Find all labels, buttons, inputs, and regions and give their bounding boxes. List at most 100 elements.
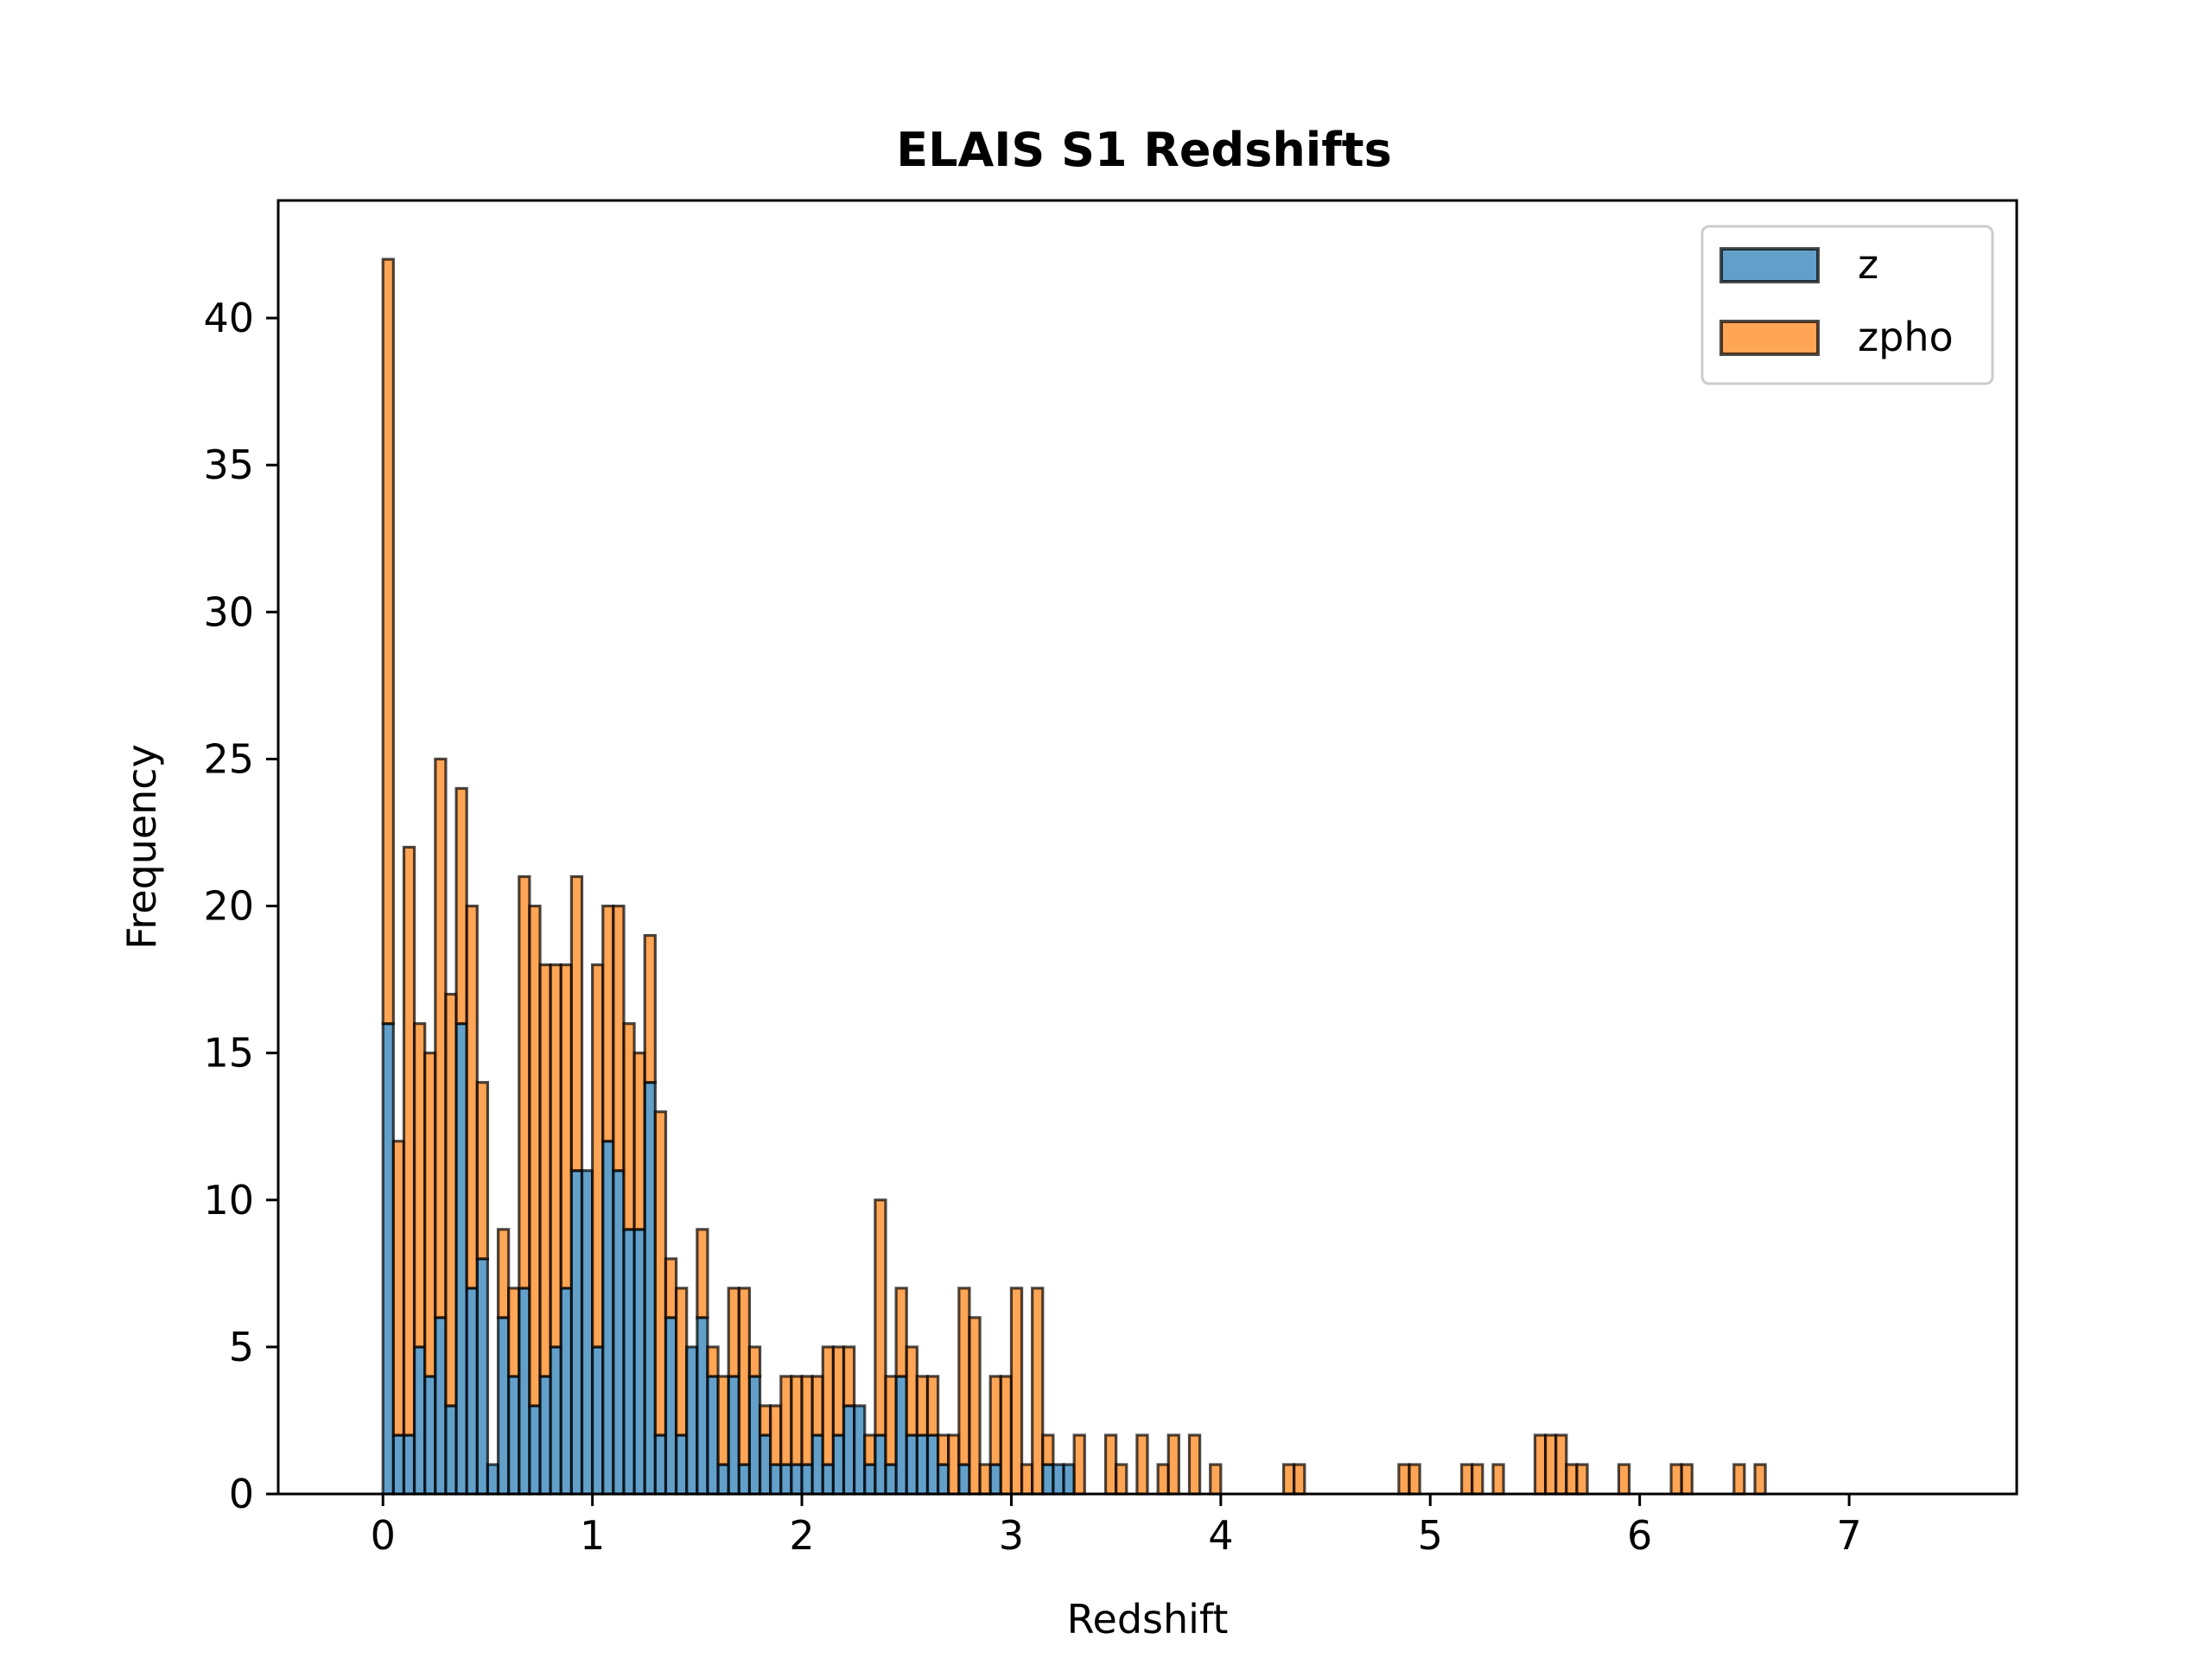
- bar-zpho-43: [831, 1345, 846, 1437]
- bar-zpho-79: [1209, 1463, 1223, 1496]
- bar-zpho-27: [664, 1257, 678, 1319]
- bar-zpho-32: [716, 1375, 730, 1466]
- bar-zpho-12: [507, 1287, 521, 1378]
- y-tick-label: 20: [203, 883, 254, 930]
- bar-zpho-4: [423, 1052, 437, 1378]
- bar-zpho-56: [968, 1316, 982, 1496]
- bar-zpho-41: [810, 1375, 824, 1437]
- bar-zpho-9: [475, 1081, 490, 1261]
- bar-zpho-124: [1680, 1463, 1694, 1496]
- bar-zpho-37: [769, 1404, 783, 1466]
- y-tick-label: 5: [229, 1324, 254, 1370]
- bar-z-0: [381, 1022, 395, 1496]
- bar-zpho-72: [1135, 1433, 1149, 1496]
- bar-zpho-16: [549, 963, 563, 1349]
- bar-z-4: [423, 1375, 437, 1496]
- chart-title: ELAIS S1 Redshifts: [896, 123, 1392, 177]
- bar-zpho-114: [1575, 1463, 1589, 1496]
- bar-z-52: [925, 1433, 940, 1496]
- bar-zpho-54: [947, 1433, 961, 1496]
- bar-z-33: [727, 1375, 741, 1496]
- bar-z-45: [853, 1404, 867, 1496]
- bar-zpho-75: [1166, 1433, 1180, 1496]
- bar-zpho-50: [905, 1345, 918, 1437]
- bar-z-63: [1041, 1463, 1055, 1496]
- bar-zpho-97: [1397, 1463, 1411, 1496]
- bar-zpho-33: [727, 1287, 741, 1378]
- bar-zpho-1: [391, 1140, 406, 1437]
- bar-zpho-34: [737, 1287, 752, 1466]
- bar-z-22: [612, 1169, 626, 1496]
- legend-swatch-zpho: [1719, 320, 1820, 356]
- bar-z-7: [454, 1022, 468, 1496]
- bar-z-15: [538, 1375, 552, 1496]
- bar-z-8: [465, 1287, 479, 1496]
- bar-z-30: [696, 1316, 709, 1496]
- bar-zpho-44: [842, 1345, 856, 1408]
- bar-z-10: [486, 1463, 500, 1496]
- bar-zpho-14: [528, 904, 542, 1408]
- bar-zpho-6: [444, 993, 458, 1408]
- y-axis: 0 5 10 15 20 25 30 35 40: [203, 295, 278, 1517]
- legend: z zpho: [1700, 225, 1994, 385]
- bar-z-9: [475, 1257, 490, 1496]
- bar-zpho-66: [1072, 1433, 1086, 1496]
- bar-zpho-11: [496, 1228, 511, 1319]
- bar-zpho-63: [1041, 1433, 1055, 1466]
- bar-zpho-111: [1543, 1433, 1558, 1496]
- bar-zpho-7: [454, 786, 468, 1026]
- bar-z-44: [842, 1404, 856, 1496]
- bar-zpho-123: [1669, 1463, 1683, 1496]
- bar-zpho-47: [874, 1198, 887, 1437]
- y-tick-label: 10: [203, 1177, 254, 1224]
- bar-zpho-112: [1554, 1433, 1568, 1496]
- bar-z-47: [874, 1433, 887, 1496]
- bar-z-55: [957, 1463, 971, 1496]
- bar-z-35: [747, 1375, 762, 1496]
- bar-z-42: [821, 1463, 835, 1496]
- bar-zpho-49: [894, 1287, 908, 1378]
- legend-label-z: z: [1858, 241, 1878, 288]
- bar-zpho-26: [653, 1110, 668, 1437]
- bar-zpho-36: [758, 1404, 772, 1437]
- bar-z-32: [716, 1463, 730, 1496]
- x-tick-label: 0: [371, 1512, 396, 1559]
- bar-z-3: [412, 1345, 427, 1496]
- bar-zpho-20: [591, 963, 605, 1349]
- bar-z-40: [800, 1463, 814, 1496]
- bar-zpho-104: [1471, 1463, 1484, 1496]
- y-axis-label: Frequency: [118, 744, 165, 950]
- bar-zpho-48: [884, 1375, 898, 1466]
- bar-z-43: [831, 1433, 846, 1496]
- bar-z-17: [559, 1287, 573, 1496]
- bar-z-36: [758, 1433, 772, 1496]
- bar-zpho-17: [559, 963, 573, 1290]
- bar-z-20: [591, 1345, 605, 1496]
- bar-zpho-52: [925, 1375, 940, 1437]
- bar-zpho-129: [1732, 1463, 1746, 1496]
- bar-zpho-28: [674, 1287, 689, 1437]
- bar-zpho-25: [643, 933, 657, 1084]
- bar-zpho-55: [957, 1287, 971, 1466]
- x-tick-label: 7: [1836, 1512, 1861, 1559]
- bar-zpho-40: [800, 1375, 814, 1466]
- y-tick-label: 25: [203, 735, 254, 782]
- bar-zpho-87: [1293, 1463, 1306, 1496]
- bar-z-12: [507, 1375, 521, 1496]
- x-axis: 0 1 2 3 4 5 6 7: [371, 1494, 1862, 1559]
- x-tick-label: 4: [1208, 1512, 1233, 1559]
- bar-zpho-15: [538, 963, 552, 1378]
- bar-z-25: [643, 1081, 657, 1496]
- bar-z-38: [779, 1463, 793, 1496]
- bar-z-19: [580, 1169, 594, 1496]
- bar-zpho-46: [863, 1433, 877, 1466]
- bar-z-2: [402, 1433, 416, 1496]
- bar-zpho-103: [1460, 1463, 1474, 1496]
- bar-zpho-23: [622, 1022, 636, 1231]
- bar-z-23: [622, 1228, 636, 1496]
- bar-zpho-31: [706, 1345, 720, 1378]
- axes-frame: [276, 199, 2018, 1496]
- bar-zpho-106: [1491, 1463, 1505, 1496]
- bar-zpho-21: [601, 904, 615, 1143]
- bar-zpho-59: [999, 1375, 1014, 1496]
